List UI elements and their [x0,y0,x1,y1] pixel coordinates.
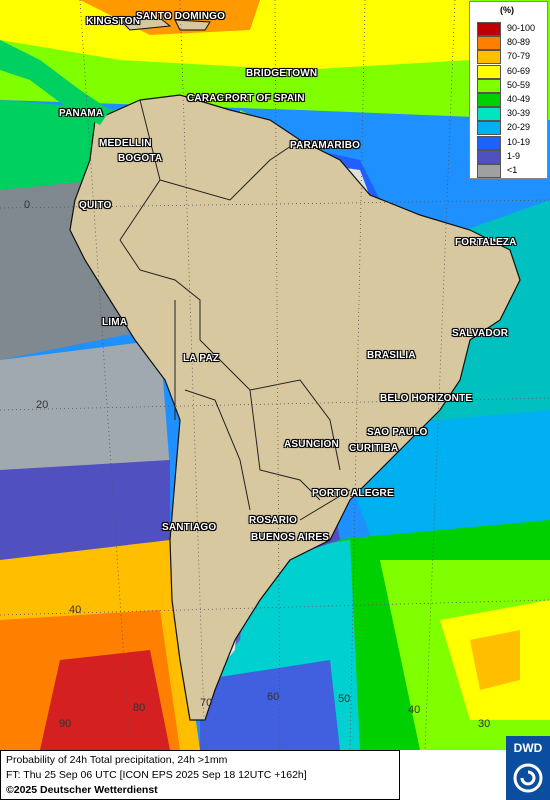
legend-swatch [477,36,501,51]
legend-item: <1 [477,164,547,178]
legend-label: 70-79 [507,51,531,62]
lon-label-80: 80 [133,702,146,714]
map-caption: Probability of 24h Total precipitation, … [0,750,400,800]
swirl-icon [513,763,543,793]
legend-item: 80-89 [477,36,547,51]
precipitation-map[interactable]: 0 20 40 90 80 70 60 50 40 30 KINGSTON SA… [0,0,550,750]
legend-item: 10-19 [477,135,547,150]
legend-swatch [477,50,501,65]
lon-label-90: 90 [59,718,72,730]
lat-label-40: 40 [69,604,82,616]
legend-label: 1-9 [507,150,521,161]
legend-label: 30-39 [507,108,531,119]
lon-label-60: 60 [267,691,280,703]
legend-swatch [477,164,501,178]
city-label-buenos-aires: BUENOS AIRES [251,532,330,543]
legend-item: 30-39 [477,107,547,122]
city-label-santiago: SANTIAGO [162,522,217,533]
caption-title: Probability of 24h Total precipitation, … [6,754,228,766]
lon-label-50: 50 [338,693,351,705]
lon-label-40: 40 [408,704,421,716]
legend-swatch [477,135,501,150]
legend-item: 1-9 [477,149,547,164]
legend-item: 20-29 [477,121,547,136]
city-label-la-paz: LA PAZ [183,353,220,364]
legend-item: 50-59 [477,78,547,93]
legend-swatch [477,93,501,107]
city-label-kingston: KINGSTON [86,16,141,27]
city-label-bridgetown: BRIDGETOWN [246,68,318,79]
logo-text: DWD [513,741,543,755]
city-label-sao-paulo: SAO PAULO [367,427,428,438]
color-legend: (%) 90-100 80-89 70-79 60-69 50-59 40-49 30-39… [469,1,548,179]
city-label-caracas: CARACAS [187,93,239,104]
legend-swatch [477,64,501,79]
legend-item: 40-49 [477,93,547,107]
city-label-rosario: ROSARIO [249,515,298,526]
city-label-belo-horizonte: BELO HORIZONTE [380,393,473,404]
dwd-logo[interactable]: DWD [506,736,550,800]
city-label-lima: LIMA [102,317,128,328]
legend-swatch [477,121,501,136]
legend-item: 90-100 [477,22,547,36]
city-label-santo-domingo: SANTO DOMINGO [136,11,226,22]
lon-label-70: 70 [200,697,213,709]
legend-swatch [477,107,501,122]
city-label-porto-alegre: PORTO ALEGRE [312,488,394,499]
legend-label: 60-69 [507,65,531,76]
legend-item: 70-79 [477,50,547,65]
legend-label: 20-29 [507,122,531,133]
city-label-quito: QUITO [79,200,112,211]
city-label-port-of-spain: PORT OF SPAIN [225,93,305,104]
city-label-paramaribo: PARAMARIBO [290,140,361,151]
legend-label: 40-49 [507,94,531,104]
legend-item: 60-69 [477,64,547,79]
caption-copyright: ©2025 Deutscher Wetterdienst [6,784,158,796]
city-label-fortaleza: FORTALEZA [455,237,517,248]
city-label-salvador: SALVADOR [452,328,509,339]
legend-swatch [477,149,501,164]
legend-unit: (%) [500,5,514,15]
city-label-medellin: MEDELLIN [99,138,152,149]
legend-swatch [477,78,501,93]
map-canvas [0,0,550,750]
city-label-asuncion: ASUNCION [284,439,339,450]
legend-label: 10-19 [507,136,531,147]
legend-swatch [477,22,501,36]
legend-label: 90-100 [507,23,536,33]
lon-label-30: 30 [478,718,491,730]
city-label-curitiba: CURITIBA [349,443,399,454]
legend-label: 50-59 [507,79,531,90]
city-label-panama: PANAMA [59,108,104,119]
caption-forecast-time: FT: Thu 25 Sep 06 UTC [ICON EPS 2025 Sep… [6,769,307,781]
city-label-bogota: BOGOTA [118,153,163,164]
lat-label-0: 0 [24,199,31,211]
legend-label: 80-89 [507,37,531,48]
lat-label-20: 20 [36,399,49,411]
city-label-brasilia: BRASILIA [367,350,416,361]
legend-label: <1 [507,165,518,175]
